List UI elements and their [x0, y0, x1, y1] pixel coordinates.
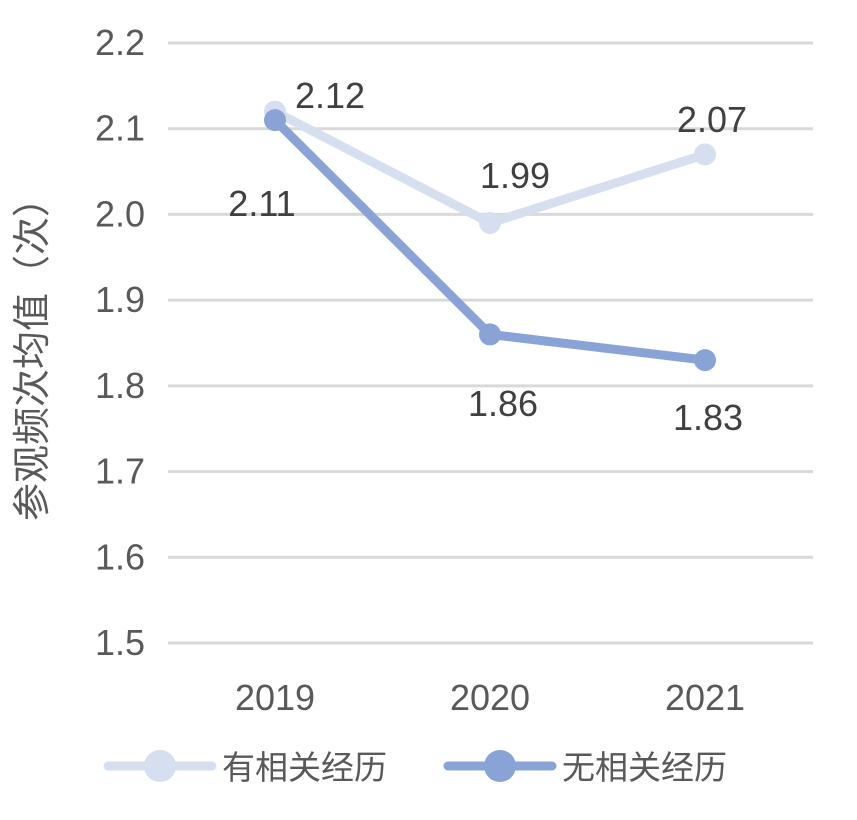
legend-marker-circle — [484, 750, 516, 782]
legend-label: 有相关经历 — [222, 749, 387, 786]
y-tick-label: 1.9 — [95, 279, 145, 320]
data-point-marker — [264, 109, 286, 132]
y-axis-title: 参观频次均值（次） — [12, 179, 54, 521]
legend-label: 无相关经历 — [562, 749, 727, 786]
y-tick-label: 2.1 — [95, 108, 145, 149]
data-label: 1.99 — [480, 155, 550, 196]
data-point-marker — [479, 323, 501, 346]
data-point-marker — [694, 143, 716, 166]
data-point-marker — [694, 349, 716, 372]
data-label: 1.86 — [468, 383, 538, 424]
data-label: 2.07 — [677, 99, 747, 140]
y-tick-label: 1.7 — [95, 451, 145, 492]
y-tick-label: 2.0 — [95, 193, 145, 234]
y-tick-label: 2.2 — [95, 22, 145, 63]
legend: 有相关经历 无相关经历 — [103, 749, 727, 786]
x-tick-label: 2021 — [665, 677, 745, 718]
data-label: 1.83 — [673, 397, 743, 438]
legend-item: 无相关经历 — [443, 749, 727, 786]
x-tick-label: 2019 — [235, 677, 315, 718]
series-light — [264, 100, 716, 234]
data-point-marker — [479, 211, 501, 234]
y-tick-label: 1.5 — [95, 622, 145, 663]
legend-item: 有相关经历 — [103, 749, 387, 786]
data-label: 2.11 — [228, 183, 295, 224]
data-label: 2.12 — [295, 75, 365, 116]
series-dark — [264, 109, 716, 372]
x-axis-ticks: 2019 2020 2021 — [235, 677, 745, 718]
legend-marker-circle — [144, 750, 176, 782]
y-axis-ticks: 2.2 2.1 2.0 1.9 1.8 1.7 1.6 1.5 — [95, 22, 145, 663]
y-tick-label: 1.6 — [95, 536, 145, 577]
y-tick-label: 1.8 — [95, 365, 145, 406]
data-labels: 2.12 1.99 2.07 2.11 1.86 1.83 — [228, 75, 747, 438]
x-tick-label: 2020 — [450, 677, 530, 718]
